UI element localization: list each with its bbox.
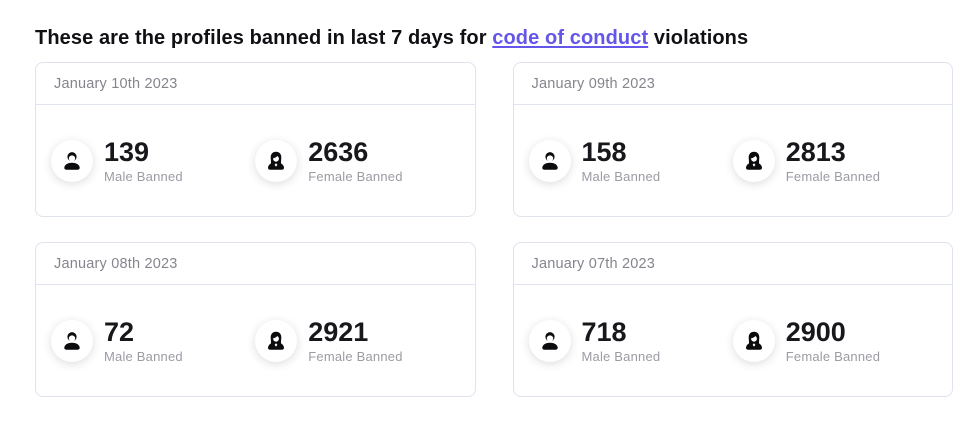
female-banned-label: Female Banned	[785, 349, 881, 365]
avatar	[528, 140, 571, 182]
page-title-suffix: violations	[648, 27, 749, 49]
male-banned-stat: 139 Male Banned	[51, 136, 255, 185]
female-banned-count: 2900	[785, 316, 846, 347]
card-date: January 07th 2023	[513, 243, 952, 285]
female-banned-count: 2921	[308, 316, 369, 347]
male-banned-label: Male Banned	[581, 349, 661, 365]
card-date: January 09th 2023	[513, 63, 952, 105]
avatar	[51, 140, 93, 182]
female-banned-stat: 2900 Female Banned	[732, 316, 937, 365]
stat-text: 139 Male Banned	[104, 136, 183, 185]
page-title: These are the profiles banned in last 7 …	[35, 24, 953, 52]
avatar	[732, 320, 775, 362]
stat-text: 2813 Female Banned	[785, 136, 881, 185]
female-banned-stat: 2921 Female Banned	[255, 316, 459, 365]
day-card: January 09th 2023 158 Male Banned	[512, 62, 953, 217]
female-banned-count: 2813	[785, 136, 846, 167]
female-banned-label: Female Banned	[308, 169, 403, 185]
male-user-icon	[64, 332, 80, 350]
male-user-icon	[541, 152, 558, 170]
female-banned-label: Female Banned	[785, 169, 881, 185]
avatar	[51, 320, 93, 362]
day-card: January 10th 2023 139 Male Banned	[35, 62, 476, 217]
male-banned-label: Male Banned	[104, 169, 183, 185]
stat-text: 2921 Female Banned	[308, 316, 403, 365]
male-user-icon	[541, 332, 558, 350]
stat-text: 158 Male Banned	[581, 136, 661, 185]
banned-profiles-panel: These are the profiles banned in last 7 …	[0, 24, 966, 397]
card-body: 718 Male Banned 2900 Female Banned	[514, 285, 953, 396]
male-banned-stat: 158 Male Banned	[528, 136, 733, 185]
stat-text: 72 Male Banned	[104, 316, 183, 365]
female-user-icon	[268, 151, 285, 170]
page-title-prefix: These are the profiles banned in last 7 …	[35, 27, 493, 49]
stat-text: 718 Male Banned	[581, 316, 661, 365]
male-banned-count: 158	[581, 136, 627, 167]
avatar	[255, 320, 298, 362]
avatar	[255, 140, 298, 182]
male-banned-label: Male Banned	[104, 349, 183, 365]
stat-text: 2900 Female Banned	[785, 316, 881, 365]
stat-text: 2636 Female Banned	[308, 136, 403, 185]
card-body: 158 Male Banned 2813 Female Banned	[514, 105, 953, 216]
female-user-icon	[745, 151, 762, 170]
male-user-icon	[64, 152, 80, 170]
card-date: January 08th 2023	[36, 243, 475, 285]
female-banned-count: 2636	[308, 136, 369, 167]
card-body: 72 Male Banned 2921 Female Banned	[36, 285, 475, 396]
male-banned-count: 72	[104, 316, 135, 347]
male-banned-label: Male Banned	[581, 169, 661, 185]
cards-grid: January 10th 2023 139 Male Banned	[35, 62, 953, 397]
avatar	[732, 140, 775, 182]
male-banned-stat: 72 Male Banned	[51, 316, 255, 365]
female-banned-stat: 2813 Female Banned	[732, 136, 937, 185]
male-banned-stat: 718 Male Banned	[528, 316, 733, 365]
day-card: January 08th 2023 72 Male Banned	[35, 242, 476, 397]
male-banned-count: 139	[104, 136, 150, 167]
card-date: January 10th 2023	[36, 63, 475, 105]
day-card: January 07th 2023 718 Male Banned	[512, 242, 953, 397]
code-of-conduct-link[interactable]: code of conduct	[492, 27, 649, 49]
male-banned-count: 718	[581, 316, 627, 347]
female-banned-label: Female Banned	[308, 349, 403, 365]
avatar	[528, 320, 571, 362]
card-body: 139 Male Banned 2636 Female Banned	[36, 105, 475, 216]
female-user-icon	[745, 331, 762, 350]
female-banned-stat: 2636 Female Banned	[255, 136, 459, 185]
female-user-icon	[268, 331, 285, 350]
